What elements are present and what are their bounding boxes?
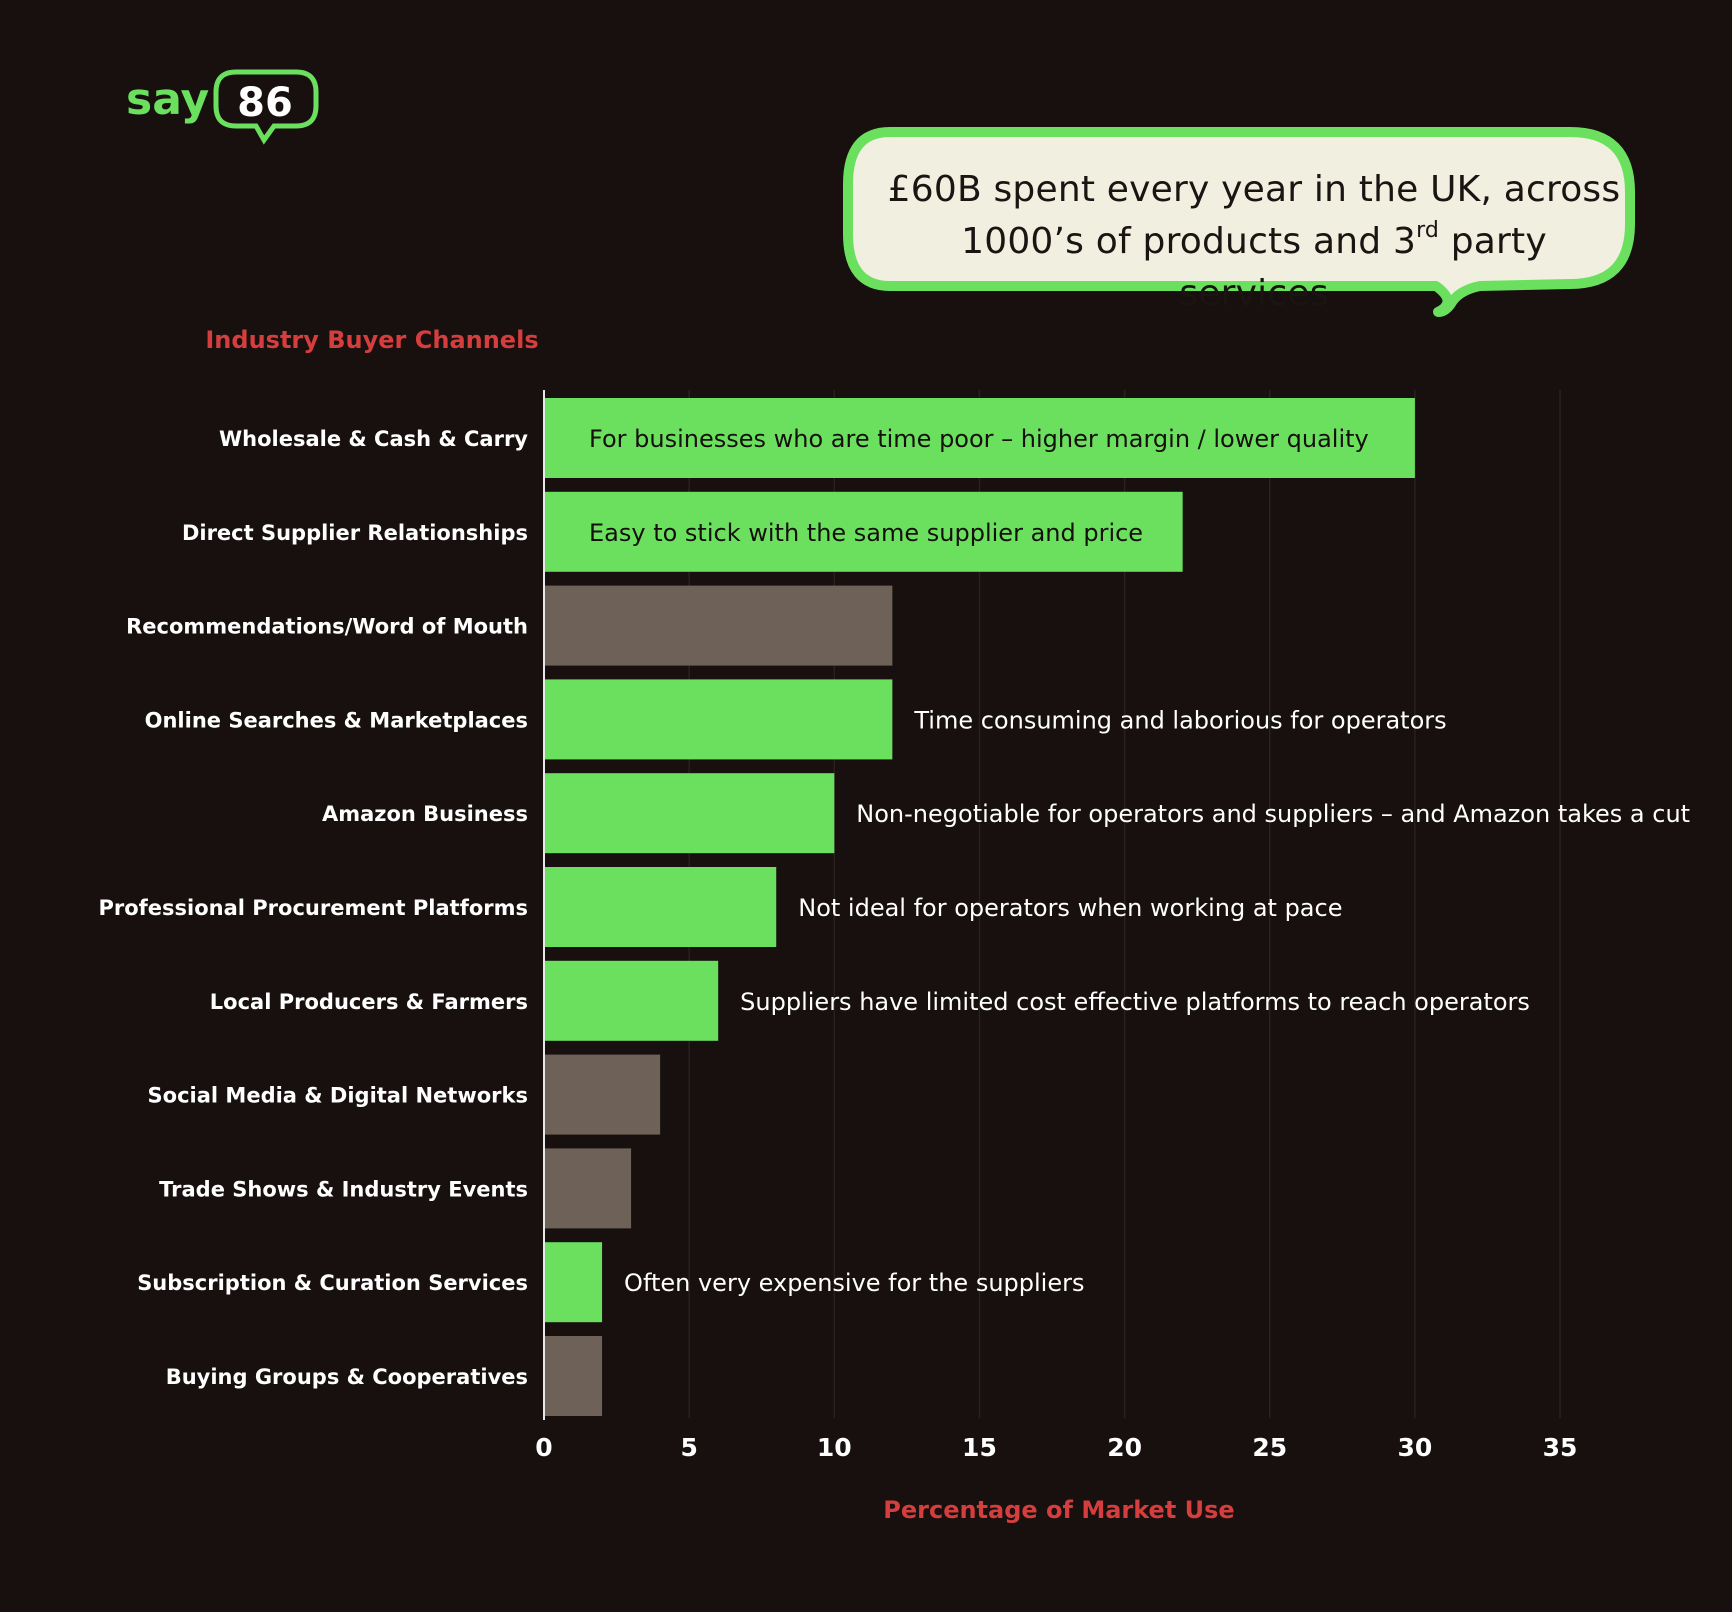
x-tick-label: 20 bbox=[1107, 1433, 1142, 1462]
x-tick-label: 10 bbox=[817, 1433, 852, 1462]
callout-bubble bbox=[843, 127, 1635, 317]
x-tick-label: 25 bbox=[1252, 1433, 1287, 1462]
bar bbox=[544, 1336, 603, 1416]
category-label: Subscription & Curation Services bbox=[137, 1271, 528, 1295]
y-axis-title: Industry Buyer Channels bbox=[205, 326, 538, 354]
bar-annotation: Not ideal for operators when working at … bbox=[798, 894, 1342, 922]
callout-line-1: £60B spent every year in the UK, across bbox=[887, 169, 1621, 210]
x-tick-label: 15 bbox=[962, 1433, 997, 1462]
category-label: Professional Procurement Platforms bbox=[98, 896, 528, 920]
bar bbox=[544, 1148, 632, 1229]
category-label: Wholesale & Cash & Carry bbox=[219, 427, 528, 451]
bar bbox=[544, 773, 835, 854]
callout-line-2-sup: rd bbox=[1416, 218, 1440, 243]
category-label: Trade Shows & Industry Events bbox=[159, 1177, 528, 1201]
x-tick-labels: 0 5 10 15 20 25 30 35 bbox=[535, 1433, 1577, 1462]
callout-line-2-prefix: 1000’s of products and 3 bbox=[961, 221, 1417, 262]
x-tick-label: 0 bbox=[535, 1433, 552, 1462]
callout-text: £60B spent every year in the UK, across … bbox=[884, 164, 1624, 320]
category-label: Buying Groups & Cooperatives bbox=[166, 1365, 528, 1389]
bar-annotation: Non-negotiable for operators and supplie… bbox=[856, 800, 1690, 828]
say86-logo: say 86 bbox=[126, 69, 319, 145]
x-tick-label: 30 bbox=[1398, 1433, 1433, 1462]
x-tick-label: 5 bbox=[680, 1433, 697, 1462]
category-labels: Wholesale & Cash & Carry Direct Supplier … bbox=[98, 427, 528, 1389]
callout-line-2: 1000’s of products and 3rd party service… bbox=[884, 216, 1624, 320]
svg-text:86: 86 bbox=[237, 80, 293, 126]
category-label: Recommendations/Word of Mouth bbox=[126, 615, 528, 639]
category-label: Amazon Business bbox=[322, 802, 528, 826]
bars bbox=[544, 398, 1415, 1416]
category-label: Local Producers & Farmers bbox=[210, 990, 528, 1014]
category-label: Online Searches & Marketplaces bbox=[145, 708, 528, 732]
x-axis-title: Percentage of Market Use bbox=[883, 1496, 1234, 1524]
bar bbox=[544, 1054, 661, 1135]
x-tick-label: 35 bbox=[1543, 1433, 1578, 1462]
bar bbox=[544, 398, 1415, 478]
bar-annotation: Easy to stick with the same supplier and… bbox=[589, 519, 1143, 547]
bar bbox=[544, 491, 1183, 572]
bar bbox=[544, 867, 777, 947]
bar-annotation: For businesses who are time poor – highe… bbox=[589, 425, 1369, 453]
annotations: For businesses who are time poor – highe… bbox=[589, 425, 1690, 1297]
bar bbox=[544, 679, 893, 760]
bar-annotation: Time consuming and laborious for operato… bbox=[913, 706, 1446, 734]
svg-text:say: say bbox=[126, 74, 209, 125]
bar-annotation: Often very expensive for the suppliers bbox=[624, 1269, 1084, 1297]
bar bbox=[544, 1242, 603, 1323]
callout-line-2-suffix: party services bbox=[1179, 221, 1547, 314]
category-label: Direct Supplier Relationships bbox=[182, 521, 528, 545]
bar bbox=[544, 960, 719, 1041]
bar bbox=[544, 585, 893, 666]
category-label: Social Media & Digital Networks bbox=[148, 1084, 528, 1108]
bar-annotation: Suppliers have limited cost effective pl… bbox=[740, 988, 1530, 1016]
